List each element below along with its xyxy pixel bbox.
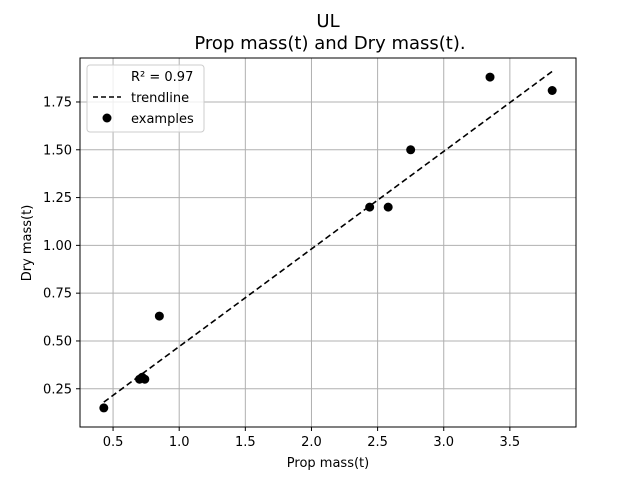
y-tick-label: 1.50 bbox=[43, 143, 72, 158]
data-point bbox=[99, 403, 109, 413]
x-tick-label: 1.5 bbox=[235, 435, 256, 450]
plot-frame bbox=[79, 57, 577, 428]
legend-trendline-label: trendline bbox=[131, 91, 189, 106]
legend-examples-label: examples bbox=[131, 112, 194, 127]
legend: R² = 0.97 trendline examples bbox=[86, 64, 205, 133]
data-point bbox=[140, 374, 150, 384]
y-tick-label: 0.75 bbox=[43, 287, 72, 302]
legend-annotation: R² = 0.97 bbox=[131, 70, 193, 85]
x-tick-label: 3.5 bbox=[500, 435, 521, 450]
x-tick-label: 3.0 bbox=[433, 435, 454, 450]
y-tick-label: 0.25 bbox=[43, 382, 72, 397]
data-point bbox=[154, 311, 164, 321]
data-point bbox=[485, 72, 495, 82]
trendline bbox=[103, 70, 553, 403]
data-point bbox=[406, 145, 416, 155]
data-point bbox=[383, 202, 393, 212]
x-tick-label: 1.0 bbox=[169, 435, 190, 450]
chart-title: UL bbox=[316, 11, 339, 32]
y-tick-label: 1.25 bbox=[43, 191, 72, 206]
y-tick-label: 1.75 bbox=[43, 95, 72, 110]
data-point bbox=[365, 202, 375, 212]
legend-examples-marker bbox=[102, 113, 112, 123]
x-tick-label: 0.5 bbox=[103, 435, 124, 450]
x-axis-ticks: 0.5 1.0 1.5 2.0 2.5 3.0 3.5 bbox=[103, 427, 520, 450]
y-axis-label: Dry mass(t) bbox=[20, 205, 35, 282]
y-tick-label: 0.50 bbox=[43, 334, 72, 349]
points-layer bbox=[99, 72, 557, 413]
y-tick-label: 1.00 bbox=[43, 239, 72, 254]
data-point bbox=[547, 86, 557, 96]
chart-subtitle: Prop mass(t) and Dry mass(t). bbox=[194, 33, 465, 54]
x-axis-label: Prop mass(t) bbox=[287, 456, 369, 471]
legend-box bbox=[86, 64, 205, 133]
x-tick-label: 2.0 bbox=[301, 435, 322, 450]
grid bbox=[80, 58, 576, 427]
y-axis-ticks: 0.25 0.50 0.75 1.00 1.25 1.50 1.75 bbox=[43, 95, 80, 397]
trendline-layer bbox=[103, 70, 553, 403]
x-tick-label: 2.5 bbox=[367, 435, 388, 450]
